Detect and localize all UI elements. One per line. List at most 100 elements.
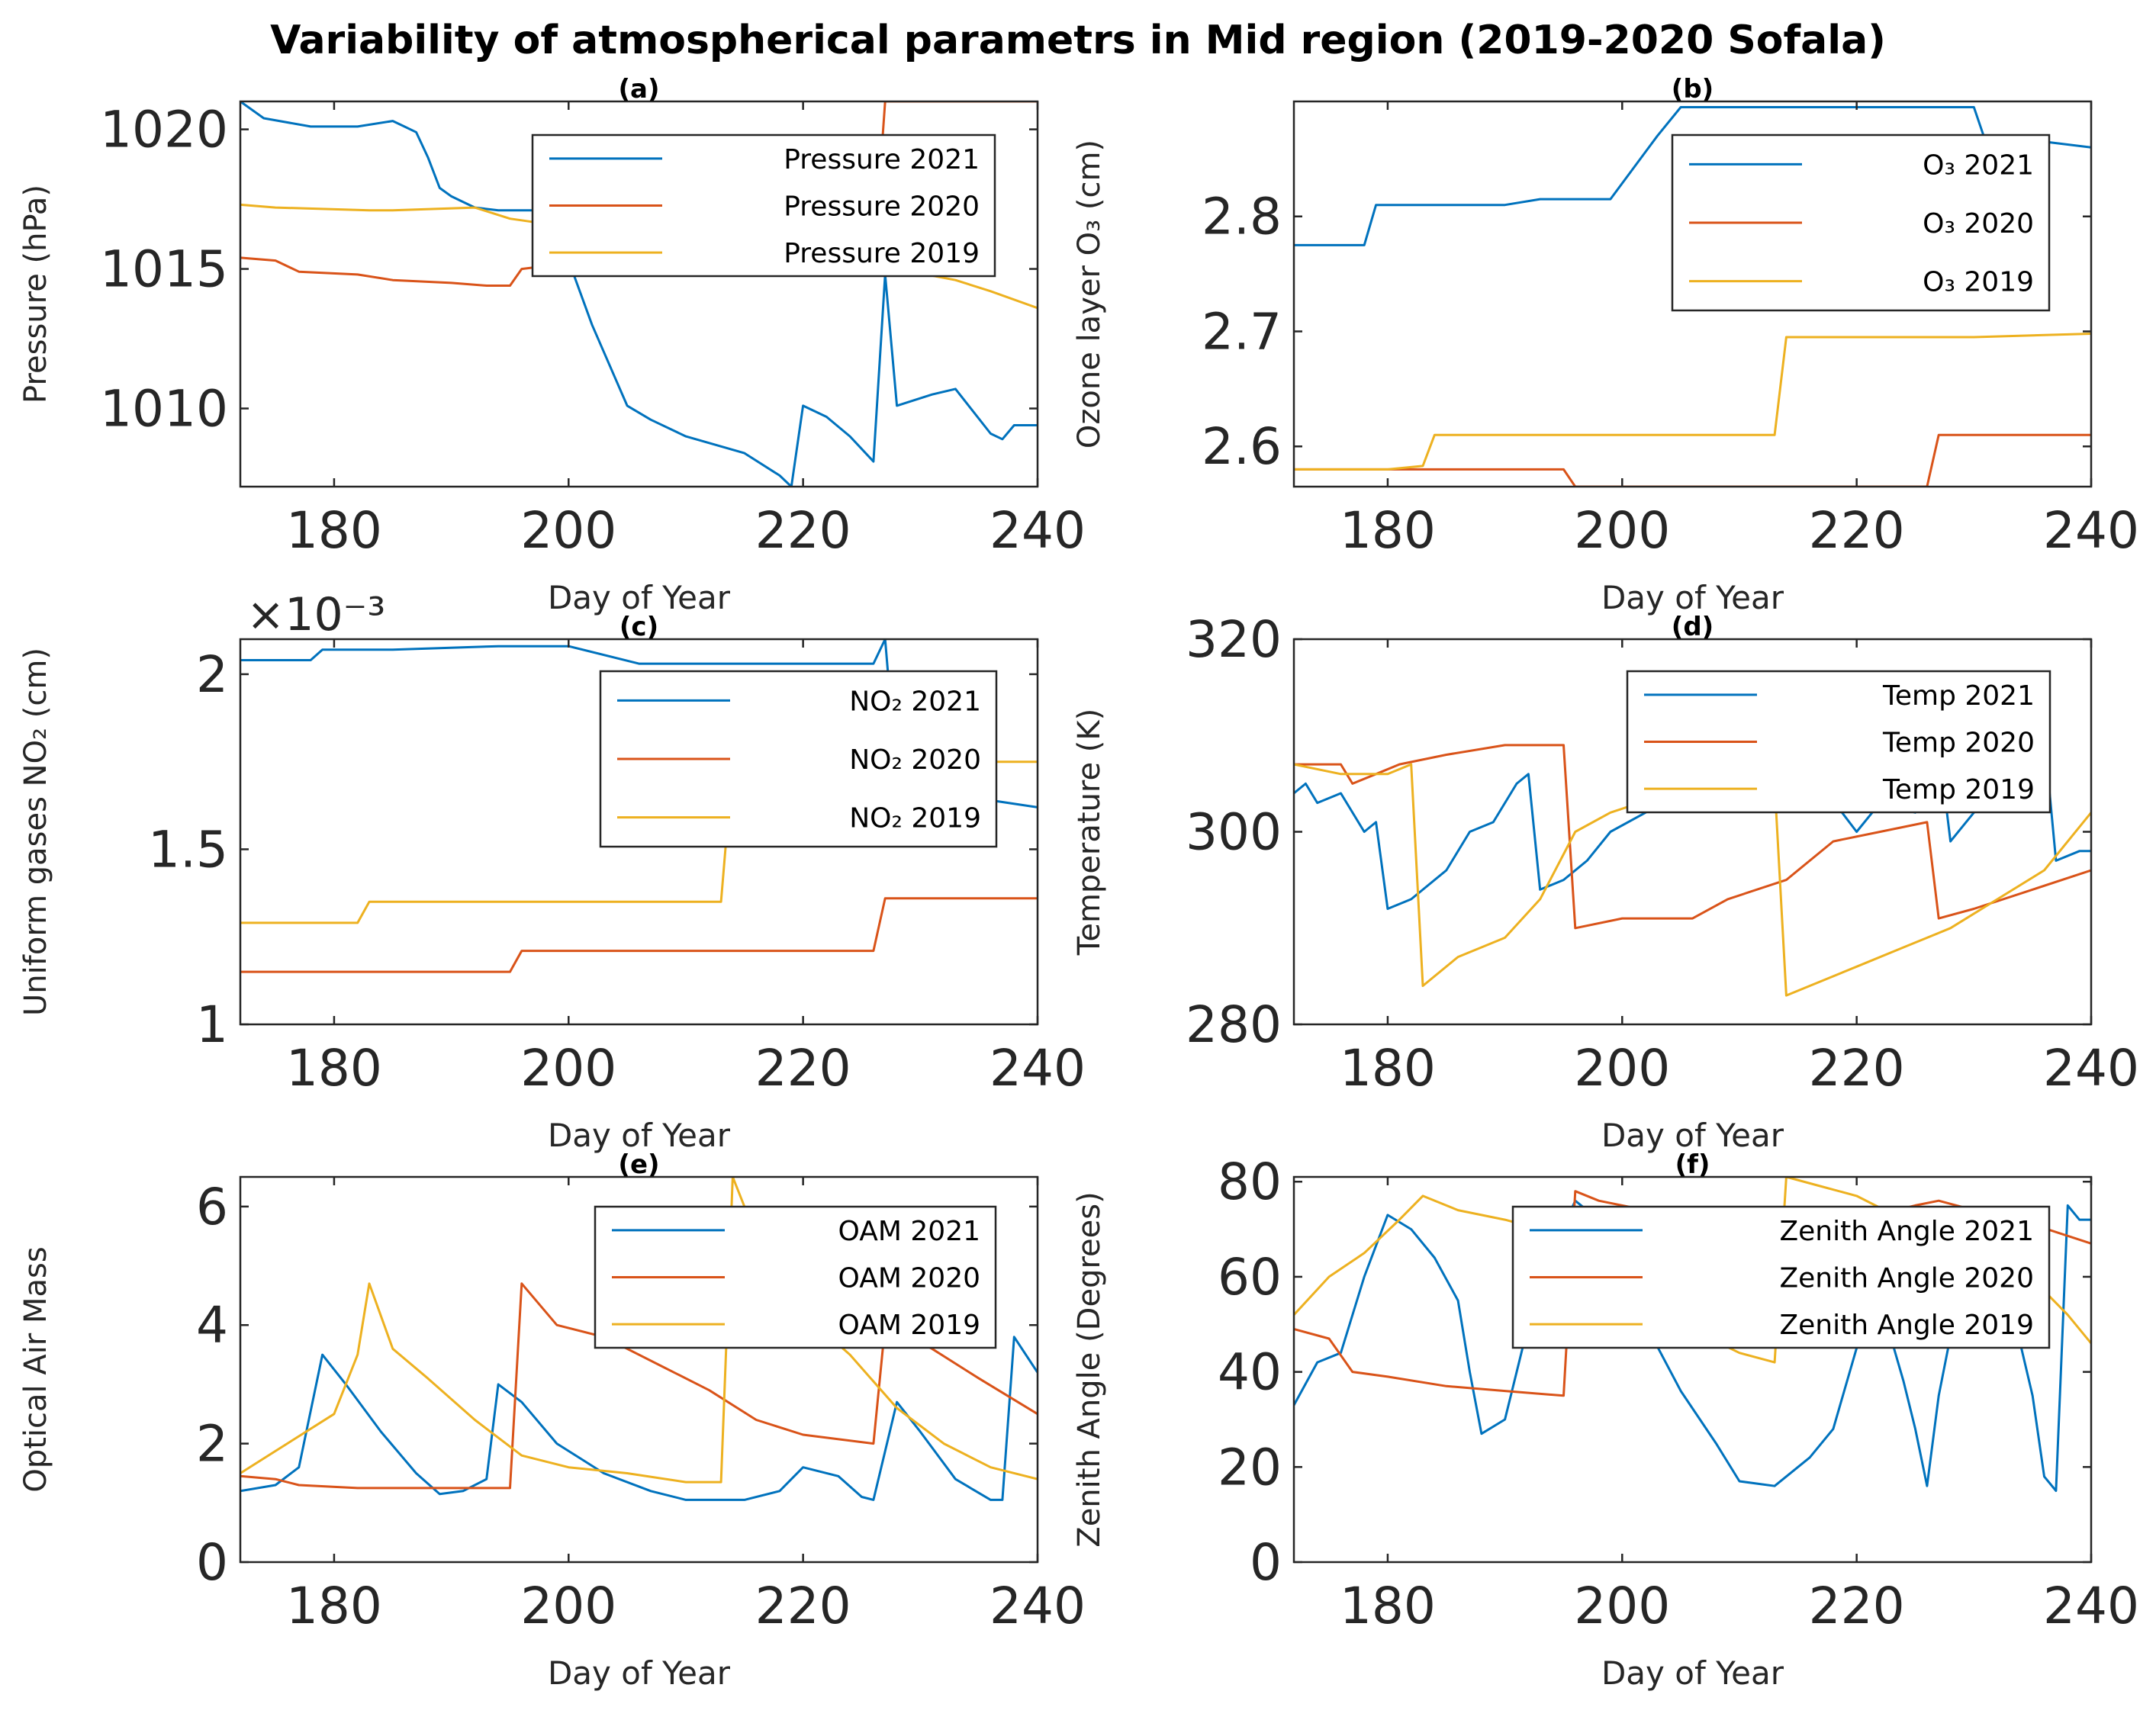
legend-entry: Pressure 2021 (784, 144, 980, 175)
legend-entry: NO₂ 2019 (849, 803, 981, 834)
y-tick-label: 2 (196, 645, 228, 704)
chart-panel-a: 180 200 220 240 1010 1015 1020 Day of Year Press… (18, 74, 1086, 616)
chart-panel-b: 180 200 220 240 2.6 2.7 2.8 Day of Year Ozone la… (1072, 74, 2139, 616)
x-tick-label: 200 (1574, 501, 1670, 560)
series-line-d-2 (1294, 744, 2091, 930)
legend-entry: NO₂ 2020 (849, 744, 981, 776)
x-tick-label: 180 (1340, 1577, 1436, 1635)
series-line-a-1 (240, 101, 1038, 487)
legend: Temp 2021 Temp 2020 Temp 2019 (1626, 670, 2051, 814)
y-tick-label: 2.8 (1202, 188, 1282, 246)
y-tick-label: 40 (1218, 1343, 1282, 1402)
series-line-e-1 (240, 1336, 1038, 1501)
x-tick-label: 240 (2043, 1577, 2139, 1635)
x-tick-label: 220 (755, 1039, 851, 1098)
y-tick-label: 280 (1186, 995, 1282, 1054)
series-line-c-2 (240, 897, 1038, 973)
y-axis-label: Ozone layer O₃ (cm) (1072, 140, 1107, 448)
x-tick-label: 240 (990, 1577, 1086, 1635)
x-axis-label: Day of Year (1601, 579, 1784, 616)
legend-entry: Temp 2019 (1882, 774, 2035, 805)
legend-entry: OAM 2020 (838, 1263, 980, 1294)
x-tick-label: 200 (520, 1039, 616, 1098)
x-tick-label: 220 (1809, 1039, 1905, 1098)
x-tick-label: 200 (1574, 1039, 1670, 1098)
x-tick-label: 200 (1574, 1577, 1670, 1635)
panel-label: (c) (619, 612, 658, 642)
x-axis-label: Day of Year (548, 1117, 731, 1154)
x-tick-label: 200 (520, 1577, 616, 1635)
y-exponent-label: ×10⁻³ (246, 588, 385, 641)
legend-entry: O₃ 2020 (1923, 208, 2034, 240)
y-axis-label: Pressure (hPa) (18, 185, 53, 403)
y-axis-label: Optical Air Mass (18, 1246, 53, 1492)
x-tick-label: 220 (755, 1577, 851, 1635)
y-tick-label: 6 (196, 1178, 228, 1236)
y-axis-label: Uniform gases NO₂ (cm) (18, 648, 53, 1016)
x-tick-label: 240 (990, 501, 1086, 560)
y-tick-label: 2.6 (1202, 417, 1282, 476)
axes-box (239, 638, 1039, 1026)
x-axis-label: Day of Year (1601, 1654, 1784, 1692)
legend-entry: Zenith Angle 2021 (1779, 1216, 2034, 1247)
x-tick-label: 220 (1809, 1577, 1905, 1635)
y-tick-label: 0 (196, 1533, 228, 1592)
x-tick-label: 220 (755, 501, 851, 560)
legend-entry: O₃ 2019 (1923, 267, 2034, 298)
x-tick-label: 180 (286, 501, 382, 560)
legend-entry: Temp 2020 (1882, 728, 2035, 759)
series-line-b-3 (1294, 333, 2091, 471)
chart-panel-f: 180 200 220 240 0 20 40 60 80 Day of Year Zenith A… (1072, 1149, 2139, 1692)
y-tick-label: 2 (196, 1415, 228, 1474)
y-tick-label: 20 (1218, 1438, 1282, 1497)
x-tick-label: 180 (1340, 1039, 1436, 1098)
x-tick-label: 240 (2043, 501, 2139, 560)
legend-entry: OAM 2019 (838, 1310, 980, 1341)
figure-title: Variability of atmospherical parametrs i… (270, 18, 1886, 63)
chart-panel-d: 180 200 220 240 280 300 320 Day of Year Temperat… (1072, 610, 2139, 1154)
legend-entry: Zenith Angle 2020 (1779, 1263, 2034, 1294)
legend-entry: NO₂ 2021 (849, 686, 981, 717)
legend: OAM 2021 OAM 2020 OAM 2019 (594, 1205, 997, 1349)
chart-panel-c: 180 200 220 240 1 1.5 2 ×10⁻³ Day of Year Uniform… (18, 588, 1086, 1154)
x-tick-label: 220 (1809, 501, 1905, 560)
series-line-d-1 (1294, 734, 2091, 910)
x-tick-label: 180 (286, 1039, 382, 1098)
legend: NO₂ 2021 NO₂ 2020 NO₂ 2019 (599, 670, 998, 848)
y-tick-label: 60 (1218, 1248, 1282, 1307)
x-tick-label: 240 (2043, 1039, 2139, 1098)
y-tick-label: 1015 (100, 240, 228, 299)
y-axis-label: Temperature (K) (1072, 709, 1107, 956)
y-tick-label: 1 (196, 995, 228, 1054)
y-tick-label: 320 (1186, 610, 1282, 669)
y-tick-label: 300 (1186, 803, 1282, 862)
y-tick-label: 1020 (100, 101, 228, 159)
series-line-e-3 (240, 1177, 1038, 1484)
y-tick-label: 80 (1218, 1153, 1282, 1211)
legend: Zenith Angle 2021 Zenith Angle 2020 Zenith… (1511, 1205, 2051, 1349)
legend-entry: Pressure 2020 (784, 191, 980, 223)
axes-box (1292, 1175, 2093, 1564)
legend-entry: Zenith Angle 2019 (1779, 1310, 2034, 1341)
x-tick-label: 240 (990, 1039, 1086, 1098)
y-tick-label: 1010 (100, 380, 228, 439)
panel-label: (e) (618, 1149, 659, 1180)
panel-label: (b) (1672, 74, 1714, 104)
legend: Pressure 2021 Pressure 2020 Pressure 2019 (531, 133, 996, 278)
chart-panel-e: 180 200 220 240 0 2 4 6 Day of Year Optical Air M… (18, 1149, 1086, 1692)
y-tick-label: 4 (196, 1296, 228, 1355)
y-tick-label: 1.5 (148, 820, 228, 879)
y-axis-label: Zenith Angle (Degrees) (1072, 1191, 1107, 1547)
x-tick-label: 200 (520, 501, 616, 560)
x-tick-label: 180 (286, 1577, 382, 1635)
series-line-b-2 (1294, 433, 2091, 487)
axes-box (1292, 100, 2093, 488)
panel-label: (a) (618, 74, 659, 104)
axes-box (239, 100, 1039, 488)
legend-entry: Temp 2021 (1882, 680, 2035, 712)
legend-entry: Pressure 2019 (784, 238, 980, 269)
x-axis-label: Day of Year (548, 1654, 731, 1692)
y-tick-label: 2.7 (1202, 302, 1282, 361)
legend-entry: OAM 2021 (838, 1216, 980, 1247)
